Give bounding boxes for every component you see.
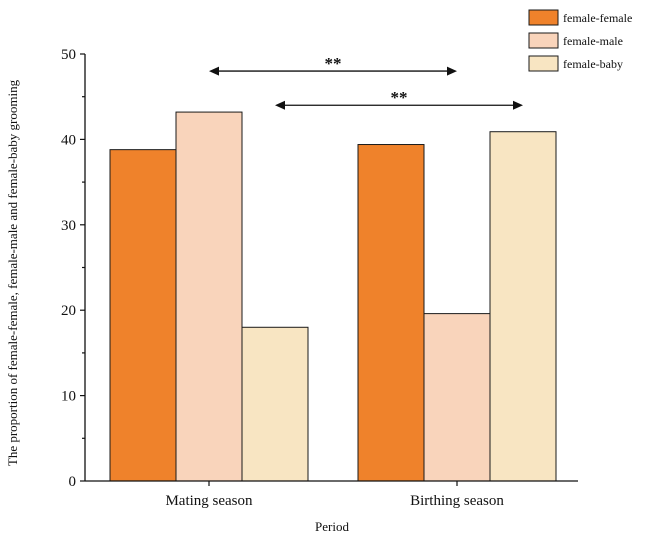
legend-label-female-male: female-male: [563, 34, 623, 48]
y-tick-label: 20: [61, 303, 76, 319]
x-tick-label: Mating season: [165, 493, 253, 509]
bar-female-female-mating-season: [109, 149, 177, 482]
bar-female-baby-birthing-season: [489, 131, 557, 482]
annotations-layer: ** **: [209, 54, 523, 110]
y-tick-label: 30: [61, 218, 76, 234]
significance-label: **: [325, 54, 342, 73]
y-tick-label: 50: [61, 47, 76, 63]
legend-label-female-female: female-female: [563, 11, 632, 25]
bars-layer: [109, 111, 557, 482]
y-tick-label: 0: [69, 474, 77, 490]
arrow-head-left: [275, 100, 285, 110]
y-tick-label: 40: [61, 132, 76, 148]
legend-label-female-baby: female-baby: [563, 57, 623, 71]
x-axis-title: Period: [315, 519, 349, 534]
bar-female-male-birthing-season: [423, 313, 491, 482]
arrow-head-left: [209, 66, 219, 76]
significance-label: **: [391, 88, 408, 107]
x-tick-label: Birthing season: [410, 493, 504, 509]
bar-female-male-mating-season: [175, 111, 243, 482]
legend-swatch-female-baby: [528, 55, 559, 72]
bar-female-female-birthing-season: [357, 144, 425, 482]
y-axis-title: The proportion of female-female, female-…: [5, 79, 20, 466]
arrow-head-right: [447, 66, 457, 76]
arrow-head-right: [513, 100, 523, 110]
legend: female-female female-male female-baby: [528, 9, 632, 72]
y-tick-label: 10: [61, 389, 76, 405]
legend-swatch-female-male: [528, 32, 559, 49]
axes-layer: 0 10 20 30 40 50 Mating season Birthing season: [61, 47, 578, 509]
legend-swatch-female-female: [528, 9, 559, 26]
bar-female-baby-mating-season: [241, 326, 309, 482]
